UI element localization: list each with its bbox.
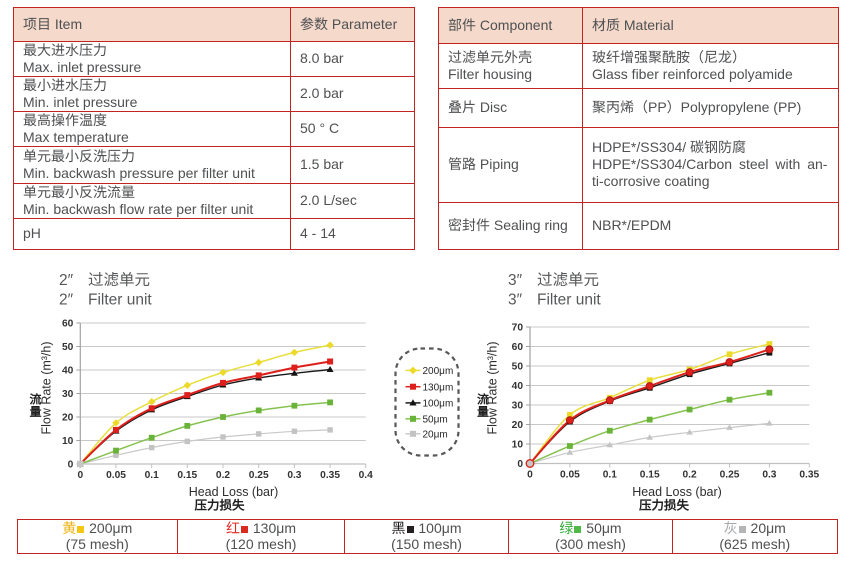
svg-text:0.25: 0.25 xyxy=(249,470,269,481)
svg-text:20μm: 20μm xyxy=(423,430,448,441)
svg-text:50μm: 50μm xyxy=(423,415,448,426)
svg-text:100μm: 100μm xyxy=(423,399,454,410)
svg-text:0.2: 0.2 xyxy=(216,470,230,481)
svg-text:200μm: 200μm xyxy=(423,366,454,377)
svg-text:60: 60 xyxy=(512,342,524,353)
svg-text:0.3: 0.3 xyxy=(287,470,301,481)
svg-text:0: 0 xyxy=(527,470,533,481)
svg-text:2″: 2″ xyxy=(59,292,74,309)
svg-text:0.15: 0.15 xyxy=(177,470,197,481)
svg-text:Flow Rate (m³/h): Flow Rate (m³/h) xyxy=(486,341,500,434)
svg-text:70: 70 xyxy=(512,323,524,334)
svg-text:2″: 2″ xyxy=(59,272,74,289)
svg-text:压力损失: 压力损失 xyxy=(194,499,245,513)
svg-text:量: 量 xyxy=(477,405,489,419)
svg-text:20: 20 xyxy=(62,413,74,424)
svg-text:0.05: 0.05 xyxy=(560,470,580,481)
svg-text:0.1: 0.1 xyxy=(603,470,617,481)
svg-text:Head Loss (bar): Head Loss (bar) xyxy=(632,485,722,499)
svg-text:3″: 3″ xyxy=(508,292,523,309)
svg-text:50: 50 xyxy=(512,362,524,373)
svg-text:0.3: 0.3 xyxy=(762,470,776,481)
svg-text:0.35: 0.35 xyxy=(799,470,819,481)
svg-text:0: 0 xyxy=(77,470,83,481)
svg-text:Filter unit: Filter unit xyxy=(537,292,601,309)
svg-text:20: 20 xyxy=(512,420,524,431)
svg-text:30: 30 xyxy=(512,401,524,412)
svg-text:Filter unit: Filter unit xyxy=(88,292,152,309)
svg-text:流: 流 xyxy=(29,393,41,407)
svg-text:0.05: 0.05 xyxy=(106,470,126,481)
svg-text:130μm: 130μm xyxy=(423,383,454,394)
svg-text:Head Loss (bar): Head Loss (bar) xyxy=(189,485,279,499)
svg-text:40: 40 xyxy=(512,381,524,392)
svg-text:10: 10 xyxy=(62,436,74,447)
svg-text:0: 0 xyxy=(517,459,523,470)
svg-text:0.25: 0.25 xyxy=(720,470,740,481)
svg-text:0.15: 0.15 xyxy=(640,470,660,481)
svg-text:0.2: 0.2 xyxy=(683,470,697,481)
svg-text:0: 0 xyxy=(68,460,74,471)
svg-text:0.4: 0.4 xyxy=(359,470,373,481)
svg-text:40: 40 xyxy=(62,366,74,377)
svg-text:30: 30 xyxy=(62,389,74,400)
svg-text:过滤单元: 过滤单元 xyxy=(537,271,599,289)
svg-text:0.1: 0.1 xyxy=(145,470,159,481)
svg-text:量: 量 xyxy=(29,405,41,419)
svg-text:50: 50 xyxy=(62,342,74,353)
svg-text:流: 流 xyxy=(477,393,489,407)
svg-text:60: 60 xyxy=(62,319,74,330)
svg-text:Flow Rate (m³/h): Flow Rate (m³/h) xyxy=(40,341,54,434)
svg-text:10: 10 xyxy=(512,440,524,451)
svg-text:过滤单元: 过滤单元 xyxy=(88,271,150,289)
svg-text:压力损失: 压力损失 xyxy=(639,499,690,513)
svg-text:3″: 3″ xyxy=(508,272,523,289)
svg-text:0.35: 0.35 xyxy=(320,470,340,481)
